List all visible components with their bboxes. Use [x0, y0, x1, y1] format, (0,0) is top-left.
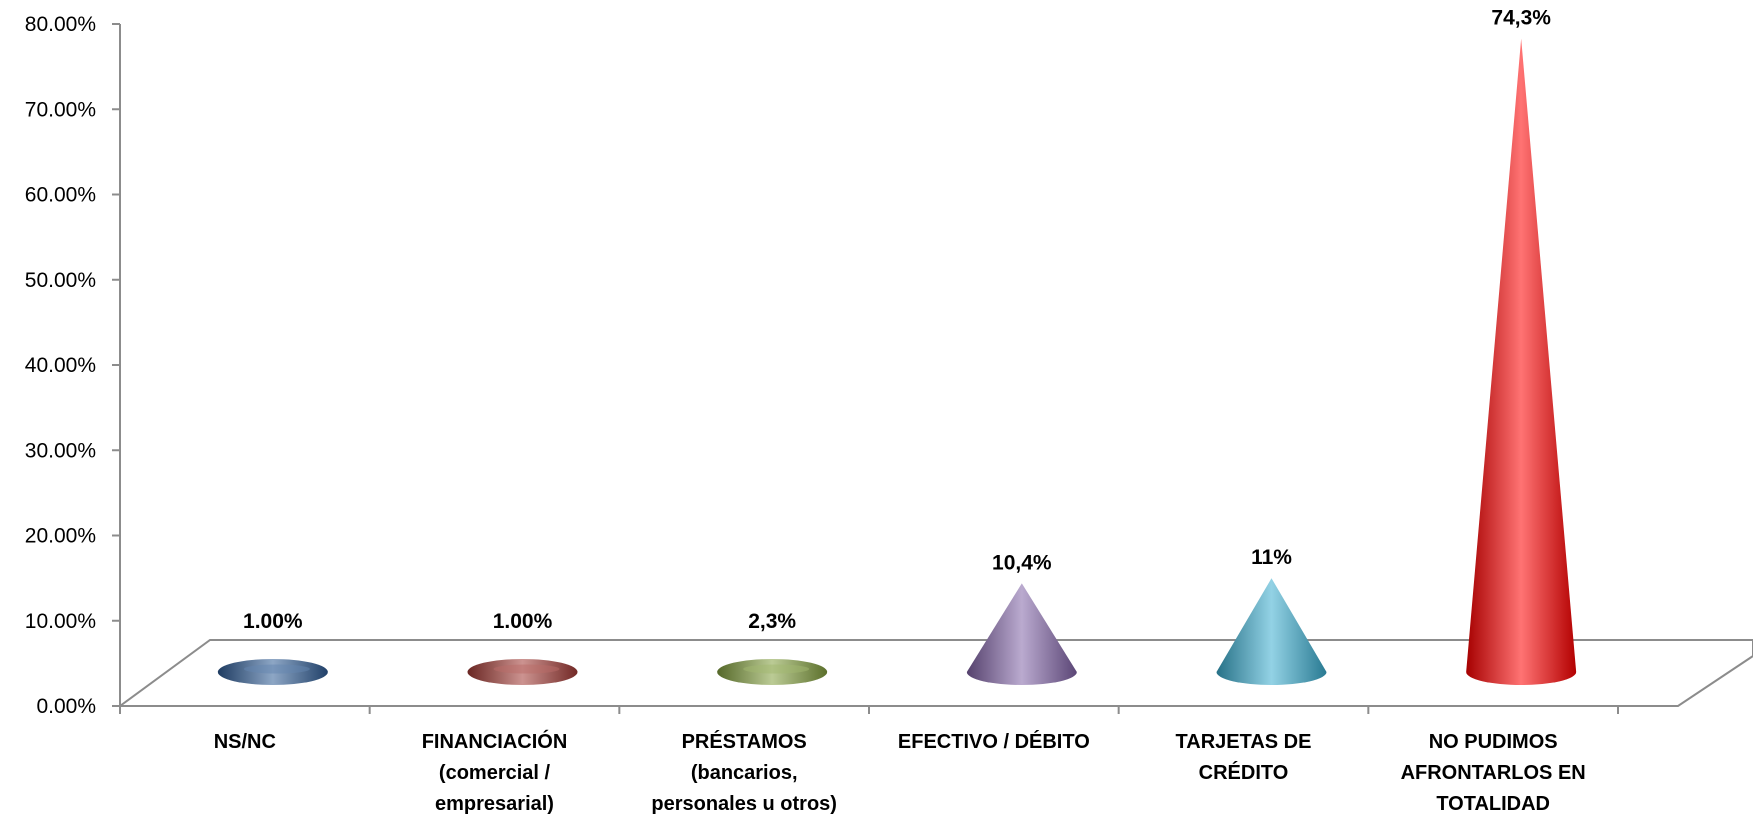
- y-tick-label: 40.00%: [25, 354, 96, 377]
- data-label: 1.00%: [493, 610, 553, 633]
- chart-marks: [217, 38, 1577, 686]
- data-label: 1.00%: [243, 610, 303, 633]
- y-tick-label: 70.00%: [25, 98, 96, 121]
- category-label: NO PUDIMOS AFRONTARLOS EN TOTALIDAD: [1401, 731, 1586, 815]
- category-label: TARJETAS DE CRÉDITO: [1176, 731, 1312, 784]
- y-tick-label: 80.00%: [25, 13, 96, 36]
- category-label-line: TARJETAS DE: [1176, 731, 1312, 753]
- data-labels: 1.00% 1.00% 2,3% 10,4% 11% 74,3%: [243, 7, 1551, 633]
- cone-mark: [1466, 38, 1577, 686]
- category-label-line: (comercial /: [439, 762, 551, 784]
- category-label-line: AFRONTARLOS EN: [1401, 762, 1586, 784]
- data-label: 10,4%: [992, 551, 1052, 574]
- y-tick-label: 10.00%: [25, 610, 96, 633]
- category-label-line: CRÉDITO: [1199, 761, 1289, 784]
- cone-highlight: [493, 664, 560, 674]
- data-label: 74,3%: [1491, 7, 1551, 30]
- category-label-line: TOTALIDAD: [1436, 793, 1550, 815]
- cone-mark: [717, 659, 828, 685]
- cone-mark: [1216, 578, 1327, 686]
- category-label-line: PRÉSTAMOS: [682, 730, 807, 753]
- category-label: EFECTIVO / DÉBITO: [898, 730, 1090, 753]
- category-label-line: empresarial): [435, 793, 554, 815]
- cone-body: [1466, 38, 1577, 686]
- data-label: 11%: [1251, 546, 1292, 569]
- category-label-line: NS/NC: [214, 731, 276, 753]
- cone-highlight: [743, 664, 810, 674]
- y-tick-label: 60.00%: [25, 184, 96, 207]
- cone-body: [1216, 578, 1327, 686]
- x-axis-category-labels: NS/NC FINANCIACIÓN (comercial / empresarial…: [214, 729, 1586, 815]
- cone-highlight: [243, 664, 310, 674]
- y-tick-label: 20.00%: [25, 525, 96, 548]
- category-label-line: NO PUDIMOS: [1429, 731, 1558, 753]
- category-label-line: (bancarios,: [691, 762, 798, 784]
- category-label: FINANCIACIÓN (comercial / empresarial): [422, 729, 568, 815]
- y-tick-label: 30.00%: [25, 439, 96, 462]
- cone-body: [966, 583, 1077, 685]
- category-label: PRÉSTAMOS (bancarios, personales u otros): [651, 730, 837, 815]
- y-axis-tick-labels: 0.00% 10.00% 20.00% 30.00% 40.00% 50.00% 60.00…: [25, 13, 96, 718]
- y-tick-label: 50.00%: [25, 269, 96, 292]
- chart-axes: [112, 23, 1678, 714]
- y-tick-label: 0.00%: [36, 695, 96, 718]
- category-label: NS/NC: [214, 731, 276, 753]
- category-label-line: FINANCIACIÓN: [422, 729, 568, 753]
- cone-mark: [966, 583, 1077, 685]
- category-label-line: EFECTIVO / DÉBITO: [898, 730, 1090, 753]
- cone-mark: [217, 659, 328, 685]
- data-label: 2,3%: [748, 610, 796, 633]
- category-label-line: personales u otros): [651, 793, 837, 815]
- cone-mark: [467, 659, 578, 685]
